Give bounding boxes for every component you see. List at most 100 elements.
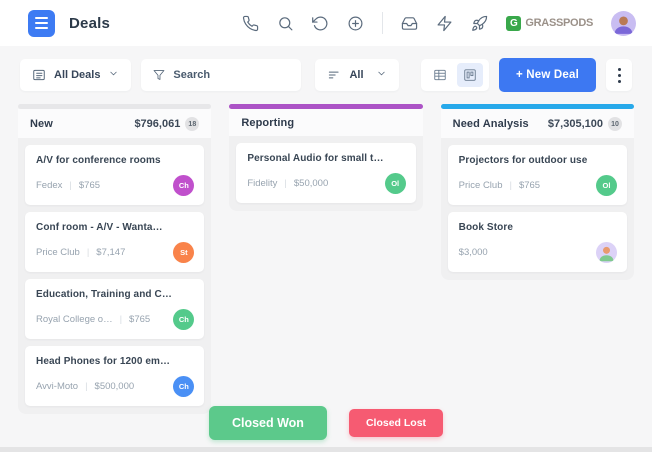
lines-icon [329,71,340,79]
deal-card[interactable]: A/V for conference rooms Fedex | $765 Ch [25,145,205,205]
deal-company: Fidelity [247,178,278,189]
table-view-button[interactable] [427,63,453,87]
deal-company: Price Club [36,247,80,258]
chevron-down-icon [108,66,119,84]
column-name: New [30,118,53,130]
closed-won-button[interactable]: Closed Won [208,406,327,440]
column-count-badge: 10 [607,117,622,131]
deal-card[interactable]: Book Store $3,000 [447,212,627,272]
stage-drop-footer: Closed Won Closed Lost [0,406,652,440]
table-icon [434,69,446,81]
user-avatar[interactable] [611,10,636,36]
more-options-button[interactable] [606,59,632,91]
brand-logo-mark: G [506,15,522,31]
view-toggle [420,59,489,91]
deal-amount: $765 [129,314,151,325]
deal-card[interactable]: Personal Audio for small t… Fidelity | $… [236,143,416,203]
column-accent-bar [229,104,423,109]
deal-title: Projectors for outdoor use [458,155,588,166]
column-total: $796,061 [134,118,181,130]
deal-title: Personal Audio for small t… [247,153,384,164]
page-title: Deals [69,14,111,32]
kanban-icon [464,69,476,81]
deal-amount: $50,000 [293,178,329,189]
sort-filter-dropdown[interactable]: All [315,59,400,91]
column-card-list: Projectors for outdoor use Price Club | … [441,138,634,279]
deal-company: Price Club [458,180,503,191]
inbox-icon[interactable] [401,15,418,32]
deal-company: Avvi-Moto [36,381,79,392]
app-header: Deals G GRASSPODS [0,0,652,46]
hamburger-menu-button[interactable] [28,9,55,37]
hamburger-icon [35,17,48,19]
column-name: Reporting [241,117,295,129]
column-header: Need Analysis $7,305,100 10 [440,109,634,138]
kanban-column: Need Analysis $7,305,100 10 Projectors f… [440,104,634,280]
history-icon[interactable] [312,15,329,32]
kanban-board: New $796,061 18 A/V for conference rooms… [0,102,652,414]
new-deal-button[interactable]: + New Deal [498,58,596,92]
deal-title: Head Phones for 1200 em… [36,356,171,367]
deal-amount: $7,147 [96,247,126,258]
brand-logo: G GRASSPODS [506,15,593,31]
column-accent-bar [440,104,634,109]
bottom-edge [0,447,652,452]
list-icon [33,69,45,81]
deal-amount: $3,000 [458,247,488,258]
header-divider [382,12,384,34]
deal-title: Book Store [458,222,513,233]
deals-filter-dropdown[interactable]: All Deals [20,59,132,91]
phone-icon[interactable] [242,15,259,32]
search-input[interactable] [173,69,290,81]
column-name: Need Analysis [452,118,529,130]
kanban-view-button[interactable] [456,63,483,87]
kebab-icon [617,67,621,71]
meta-divider: | [284,178,287,189]
deal-card[interactable]: Conf room - A/V - Wanta… Price Club | $7… [25,212,205,272]
deal-owner-avatar[interactable]: Ch [173,309,195,330]
deals-filter-label: All Deals [54,69,101,81]
deal-card[interactable]: Head Phones for 1200 em… Avvi-Moto | $50… [25,346,205,406]
search-filter-box[interactable] [141,59,302,91]
funnel-icon [154,70,165,80]
zap-icon[interactable] [436,15,453,32]
deal-owner-avatar[interactable]: Ol [595,175,617,196]
rocket-icon[interactable] [471,15,488,32]
closed-lost-button[interactable]: Closed Lost [348,409,444,437]
column-count-badge: 18 [185,117,200,131]
toolbar: All Deals All + New Deal [0,46,652,102]
chevron-down-icon [376,66,387,84]
deal-card[interactable]: Projectors for outdoor use Price Club | … [447,145,627,205]
kanban-column: New $796,061 18 A/V for conference rooms… [18,104,212,414]
meta-divider: | [509,180,512,191]
deal-company: Royal College o… [36,314,113,325]
deal-owner-avatar[interactable]: Ch [173,175,195,196]
column-header: New $796,061 18 [18,109,212,138]
deal-owner-avatar[interactable]: St [173,242,195,263]
column-accent-bar [18,104,212,109]
kanban-column: Reporting Personal Audio for small t… Fi… [229,104,423,211]
deal-amount: $500,000 [94,381,135,392]
search-icon[interactable] [277,15,294,32]
deal-owner-avatar[interactable] [595,242,617,263]
deal-card[interactable]: Education, Training and C… Royal College… [25,279,205,339]
deal-title: A/V for conference rooms [36,155,161,166]
plus-circle-icon[interactable] [347,15,364,32]
deal-amount: $765 [78,180,101,191]
brand-logo-text: GRASSPODS [525,17,593,29]
column-total: $7,305,100 [547,118,603,130]
meta-divider: | [86,247,90,258]
deal-company: Fedex [36,180,63,191]
deal-title: Conf room - A/V - Wanta… [36,222,163,233]
column-header: Reporting [229,109,423,136]
meta-divider: | [85,381,88,392]
deal-amount: $765 [518,180,541,191]
deal-owner-avatar[interactable]: Ol [384,173,406,194]
meta-divider: | [119,314,123,325]
sort-filter-label: All [349,69,364,81]
column-card-list: A/V for conference rooms Fedex | $765 Ch… [18,138,211,413]
deal-owner-avatar[interactable]: Ch [173,376,195,397]
deal-title: Education, Training and C… [36,289,172,300]
column-card-list: Personal Audio for small t… Fidelity | $… [229,136,422,210]
meta-divider: | [69,180,72,191]
